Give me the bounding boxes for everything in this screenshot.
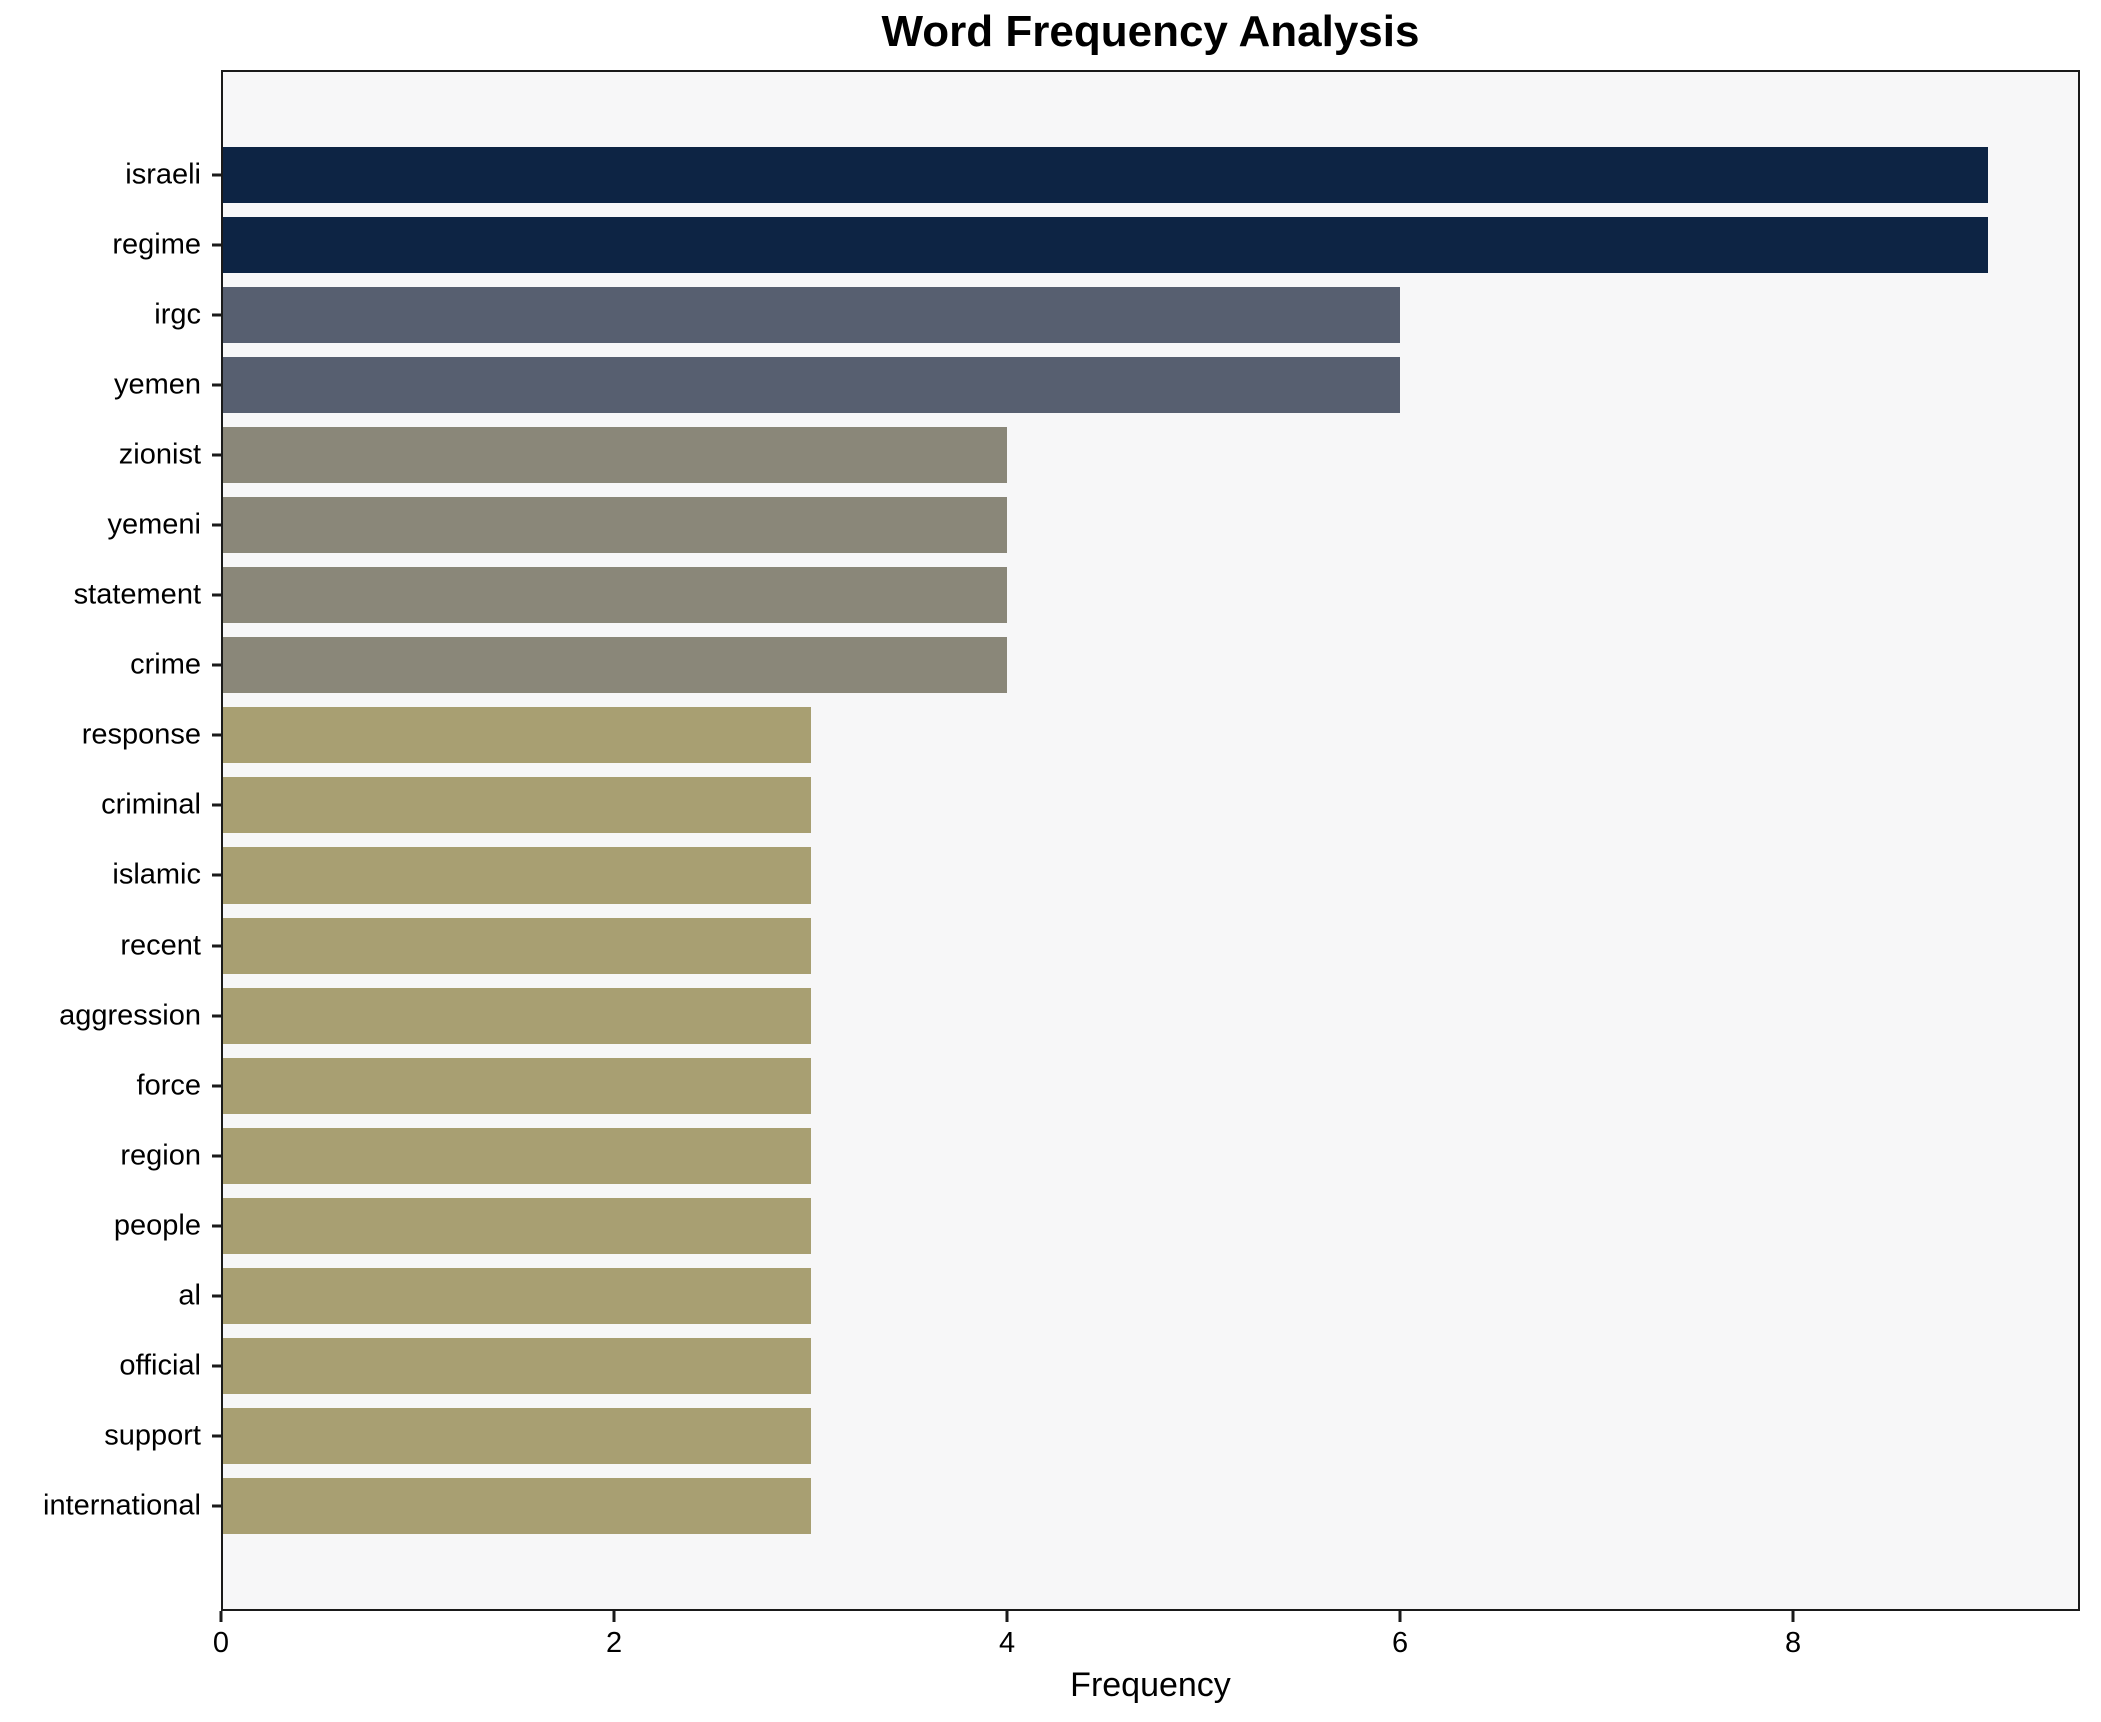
bar-row: people xyxy=(114,1191,2078,1261)
category-label: crime xyxy=(130,648,201,681)
x-tick-mark xyxy=(219,1611,223,1622)
category-label: response xyxy=(81,718,201,751)
category-label: statement xyxy=(73,578,201,611)
frequency-bar xyxy=(223,497,1008,554)
x-tick-label: 2 xyxy=(605,1627,623,1659)
plot-area: israeli regime irgc yemen zionist yemeni state… xyxy=(43,70,2080,1611)
bar-row: crime xyxy=(130,630,2078,700)
category-label: support xyxy=(104,1419,201,1452)
category-label: yemen xyxy=(113,368,201,401)
y-tick-mark xyxy=(212,873,223,877)
x-tick-mark xyxy=(1791,1611,1795,1622)
bar-row: islamic xyxy=(112,840,2078,910)
frequency-bar xyxy=(223,1197,812,1254)
y-tick-mark xyxy=(212,803,223,807)
bar-row: regime xyxy=(112,210,2078,280)
category-label: aggression xyxy=(59,999,201,1032)
bar-row: aggression xyxy=(59,981,2078,1051)
category-label: recent xyxy=(120,929,201,962)
y-tick-mark xyxy=(212,1294,223,1298)
category-label: regime xyxy=(112,228,201,261)
frequency-bar xyxy=(223,1337,812,1394)
bar-row: irgc xyxy=(154,280,2078,350)
frequency-bar xyxy=(223,1127,812,1184)
x-tick-mark xyxy=(1005,1611,1009,1622)
frequency-bar xyxy=(223,847,812,904)
frequency-bar xyxy=(223,1477,812,1534)
frequency-bar xyxy=(223,357,1400,414)
category-label: zionist xyxy=(118,438,201,471)
category-label: international xyxy=(43,1489,201,1522)
category-label: yemeni xyxy=(107,508,202,541)
category-label: criminal xyxy=(101,788,201,821)
frequency-bar xyxy=(223,217,1988,274)
bar-row: official xyxy=(119,1331,2078,1401)
y-tick-mark xyxy=(212,663,223,667)
y-tick-mark xyxy=(212,1434,223,1438)
bar-row: zionist xyxy=(119,420,2078,490)
bars-region: israeli regime irgc yemen zionist yemeni state… xyxy=(43,72,2078,1609)
category-label: islamic xyxy=(112,858,201,891)
y-tick-mark xyxy=(212,173,223,177)
category-label: official xyxy=(119,1349,201,1382)
y-tick-mark xyxy=(212,733,223,737)
frequency-bar xyxy=(223,1267,812,1324)
bar-row: criminal xyxy=(101,770,2078,840)
category-label: israeli xyxy=(125,158,201,191)
bar-row: support xyxy=(104,1401,2078,1471)
frequency-bar xyxy=(223,287,1400,344)
category-label: al xyxy=(178,1279,201,1312)
bar-row: statement xyxy=(74,560,2078,630)
bar-row: recent xyxy=(120,911,2078,981)
y-tick-mark xyxy=(212,1014,223,1018)
frequency-bar xyxy=(223,707,812,764)
frequency-bar xyxy=(223,147,1988,204)
frequency-bar xyxy=(223,917,812,974)
x-tick-mark xyxy=(612,1611,616,1622)
frequency-bar xyxy=(223,567,1008,624)
x-tick-label: 0 xyxy=(212,1627,230,1659)
bar-row: region xyxy=(120,1121,2078,1191)
bar-row: yemen xyxy=(114,350,2078,420)
chart-title: Word Frequency Analysis xyxy=(881,7,1420,56)
frequency-bar xyxy=(223,777,812,834)
y-tick-mark xyxy=(212,1364,223,1368)
category-label: force xyxy=(136,1069,201,1102)
y-tick-mark xyxy=(212,1504,223,1508)
frequency-bar xyxy=(223,637,1008,694)
x-tick-mark xyxy=(1398,1611,1402,1622)
x-tick-label: 4 xyxy=(998,1627,1016,1659)
bar-row: international xyxy=(43,1471,2078,1541)
frequency-bar xyxy=(223,427,1008,484)
bar-row: response xyxy=(82,700,2078,770)
x-tick-label: 6 xyxy=(1391,1627,1409,1659)
category-label: people xyxy=(113,1209,201,1242)
y-tick-mark xyxy=(212,1154,223,1158)
y-tick-mark xyxy=(212,383,223,387)
bar-row: force xyxy=(137,1051,2078,1121)
bar-row: al xyxy=(178,1261,2078,1331)
y-tick-mark xyxy=(212,313,223,317)
x-axis-title: Frequency xyxy=(1070,1666,1231,1704)
y-tick-mark xyxy=(212,944,223,948)
bar-row: israeli xyxy=(125,140,2078,210)
y-tick-mark xyxy=(212,1084,223,1088)
bar-row: yemeni xyxy=(108,490,2078,560)
y-tick-mark xyxy=(212,593,223,597)
x-tick-label: 8 xyxy=(1785,1627,1802,1659)
frequency-bar xyxy=(223,1407,812,1464)
y-tick-mark xyxy=(212,243,223,247)
frequency-bar xyxy=(223,987,812,1044)
category-label: region xyxy=(120,1139,201,1172)
frequency-bar xyxy=(223,1057,812,1114)
x-axis: 0 2 4 6 8 xyxy=(213,1611,2080,1671)
y-tick-mark xyxy=(212,453,223,457)
y-tick-mark xyxy=(212,1224,223,1228)
y-tick-mark xyxy=(212,523,223,527)
category-label: irgc xyxy=(154,298,201,331)
